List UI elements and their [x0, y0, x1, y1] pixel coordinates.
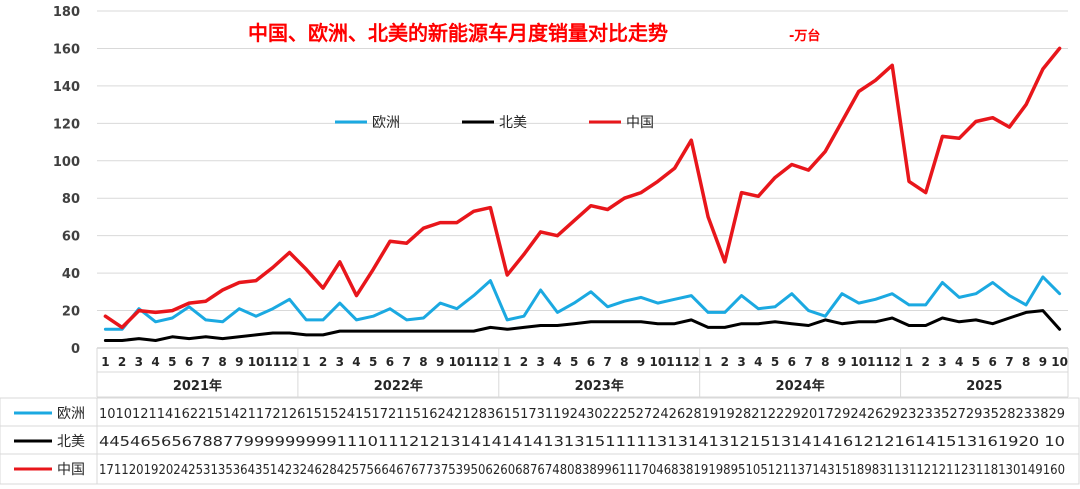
y-tick-label: 140 [53, 80, 80, 95]
legend-label: 欧洲 [372, 115, 400, 131]
series-line [103, 46, 1062, 330]
x-tick-label: 1 [101, 355, 109, 369]
x-tick-label: 8 [218, 355, 226, 369]
x-axis: 1 2 3 4 5 6 7 8 9 10 11 12 1 2 3 4 5 6 7 8 9 10 11 12 1 2 3 4 5 6 7 8 9 1… [96, 348, 1069, 398]
x-tick-label: 8 [1022, 355, 1030, 369]
x-tick-label: 5 [369, 355, 377, 369]
legend: 欧洲 北美 中国 [335, 115, 654, 131]
x-tick-label: 9 [838, 355, 846, 369]
x-tick-label: 3 [336, 355, 344, 369]
x-tick-label: 7 [202, 355, 210, 369]
x-tick-label: 3 [938, 355, 946, 369]
x-tick-label: 6 [587, 355, 595, 369]
table-row-values: 1010121141622151421172126151524151721151… [99, 407, 1065, 422]
y-tick-label: 100 [53, 155, 80, 170]
x-tick-label: 11 [867, 355, 884, 369]
x-tick-label: 2 [118, 355, 126, 369]
x-tick-label: 4 [553, 355, 561, 369]
x-tick-label: 1 [302, 355, 310, 369]
x-tick-label: 5 [168, 355, 176, 369]
y-tick-label: 60 [62, 230, 80, 245]
x-tick-label: 10 [649, 355, 666, 369]
x-tick-label: 9 [1039, 355, 1047, 369]
table-row-label: 欧洲 [57, 406, 85, 422]
x-tick-label: 10 [248, 355, 265, 369]
x-tick-label: 7 [403, 355, 411, 369]
year-label: 2022年 [374, 378, 423, 394]
legend-label: 北美 [499, 115, 527, 131]
x-tick-label: 3 [536, 355, 544, 369]
gridlines [97, 10, 1068, 349]
x-tick-label: 7 [603, 355, 611, 369]
table-border [0, 397, 1080, 485]
x-tick-label: 9 [436, 355, 444, 369]
x-tick-label: 10 [850, 355, 867, 369]
x-tick-label: 1 [503, 355, 511, 369]
x-tick-label: 6 [185, 355, 193, 369]
y-axis-tick-labels: 0 20 40 60 80 100 120 140 160 180 [53, 5, 80, 357]
x-tick-label: 8 [419, 355, 427, 369]
x-tick-label: 1 [704, 355, 712, 369]
table-row-values: 1711201920242531353643514232462842575664… [99, 463, 1065, 478]
table-row-label: 中国 [57, 462, 85, 478]
x-tick-label: 9 [637, 355, 645, 369]
year-label: 2024年 [776, 378, 825, 394]
series-line [103, 309, 1062, 342]
x-tick-label: 5 [771, 355, 779, 369]
y-tick-label: 120 [53, 117, 80, 132]
x-tick-label: 4 [352, 355, 360, 369]
y-tick-label: 40 [62, 267, 80, 282]
x-tick-label: 12 [482, 355, 499, 369]
x-tick-label: 1 [905, 355, 913, 369]
series-line [103, 275, 1062, 331]
x-tick-label: 8 [821, 355, 829, 369]
x-tick-label: 5 [972, 355, 980, 369]
x-tick-label: 5 [570, 355, 578, 369]
year-label: 2025 [966, 379, 1002, 394]
x-tick-label: 11 [666, 355, 683, 369]
x-tick-label: 9 [235, 355, 243, 369]
x-tick-label: 6 [788, 355, 796, 369]
series-lines [103, 46, 1062, 342]
y-tick-label: 160 [53, 42, 80, 57]
x-tick-label: 2 [922, 355, 930, 369]
y-tick-label: 180 [53, 5, 80, 20]
chart-title: 中国、欧洲、北美的新能源车月度销量对比走势 [248, 21, 668, 45]
x-tick-label: 12 [683, 355, 700, 369]
x-tick-label: 12 [884, 355, 901, 369]
x-tick-label: 4 [754, 355, 762, 369]
x-tick-label: 10 [449, 355, 466, 369]
x-tick-label: 2 [721, 355, 729, 369]
x-tick-label: 12 [281, 355, 298, 369]
x-tick-label: 2 [520, 355, 528, 369]
x-tick-label: 6 [988, 355, 996, 369]
legend-label: 中国 [626, 115, 654, 131]
x-tick-label: 8 [620, 355, 628, 369]
x-tick-label: 3 [737, 355, 745, 369]
y-tick-label: 0 [71, 342, 80, 357]
x-tick-label: 7 [804, 355, 812, 369]
x-tick-label: 11 [264, 355, 281, 369]
x-tick-label: 4 [151, 355, 159, 369]
year-label: 2021年 [173, 378, 222, 394]
table-row-values: 4454656567887799999999911101112121314141… [99, 435, 1065, 450]
x-tick-label: 7 [1005, 355, 1013, 369]
x-tick-label: 2 [319, 355, 327, 369]
x-tick-label: 6 [386, 355, 394, 369]
y-tick-label: 20 [62, 305, 80, 320]
table-row-label: 北美 [57, 434, 85, 450]
x-tick-label: 10 [1051, 355, 1068, 369]
chart-title-unit: -万台 [789, 28, 820, 44]
year-label: 2023年 [575, 378, 624, 394]
x-tick-label: 11 [465, 355, 482, 369]
x-tick-label: 4 [955, 355, 963, 369]
y-tick-label: 80 [62, 192, 80, 207]
x-tick-label: 3 [135, 355, 143, 369]
data-table: 欧洲 10101211416221514211721261515241517211… [0, 397, 1080, 485]
